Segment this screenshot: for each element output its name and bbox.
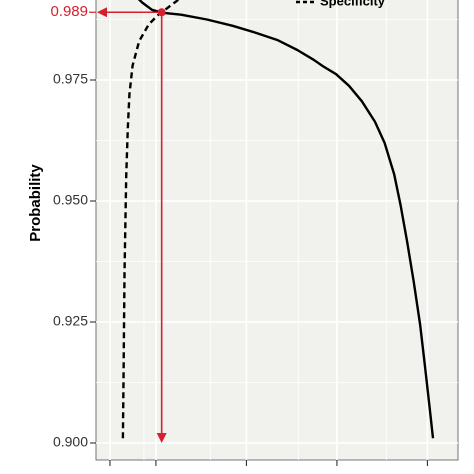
y-tick-label: 0.950 xyxy=(53,192,88,208)
gridlines xyxy=(96,0,458,460)
y-tick-label: 0.900 xyxy=(53,434,88,450)
y-tick-label: 0.975 xyxy=(53,71,88,87)
axes: 0.900 0.925 0.950 0.975 xyxy=(53,71,428,466)
threshold-value-label: 0.989 xyxy=(50,3,88,20)
threshold-point xyxy=(157,8,166,17)
threshold-annotation: 0.989 xyxy=(50,3,167,443)
plot-panel xyxy=(95,0,459,461)
legend-label-specificity: Specificity xyxy=(320,0,386,8)
y-axis-title: Probability xyxy=(27,164,44,242)
y-tick-label: 0.925 xyxy=(53,313,88,329)
legend: Specificity xyxy=(296,0,386,8)
